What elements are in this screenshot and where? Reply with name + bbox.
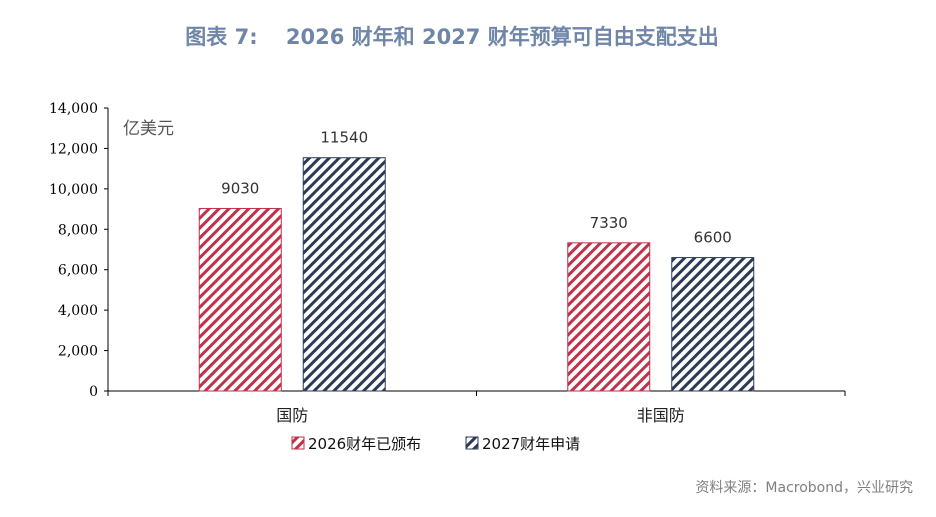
- y-axis-ticks: 0 2,000 4,000 6,000 8,000 10,000 12,000 14,000: [49, 101, 108, 400]
- bar: [198, 207, 282, 392]
- legend-label: 2026财年已颁布: [308, 435, 421, 453]
- y-tick-label: 4,000: [58, 303, 98, 319]
- legend-swatch: [465, 436, 479, 450]
- bar: [671, 257, 755, 392]
- data-label: 9030: [221, 179, 259, 197]
- y-tick-label: 8,000: [58, 222, 98, 238]
- category-labels: 国防 非国防: [276, 406, 685, 425]
- legend-swatch: [291, 436, 305, 450]
- y-tick-label: 14,000: [49, 101, 98, 117]
- category-label: 国防: [276, 406, 308, 425]
- y-tick-label: 0: [89, 384, 98, 400]
- chart-title: 图表 7: 2026 财年和 2027 财年预算可自由支配支出: [185, 25, 718, 49]
- bar: [567, 242, 651, 392]
- bar: [302, 157, 386, 392]
- category-label: 非国防: [637, 406, 685, 425]
- source-note: 资料来源：Macrobond，兴业研究: [695, 480, 913, 496]
- data-labels: 9030 11540 7330 6600: [221, 129, 732, 247]
- y-tick-label: 10,000: [49, 182, 98, 198]
- data-label: 11540: [320, 129, 368, 147]
- data-label: 7330: [590, 214, 628, 232]
- y-tick-label: 6,000: [58, 263, 98, 279]
- bars: [198, 157, 755, 392]
- legend: 2026财年已颁布 2027财年申请: [291, 435, 580, 453]
- data-label: 6600: [694, 229, 732, 247]
- y-tick-label: 2,000: [58, 344, 98, 360]
- y-tick-label: 12,000: [49, 141, 98, 157]
- legend-label: 2027财年申请: [482, 435, 580, 453]
- unit-label: 亿美元: [123, 119, 174, 139]
